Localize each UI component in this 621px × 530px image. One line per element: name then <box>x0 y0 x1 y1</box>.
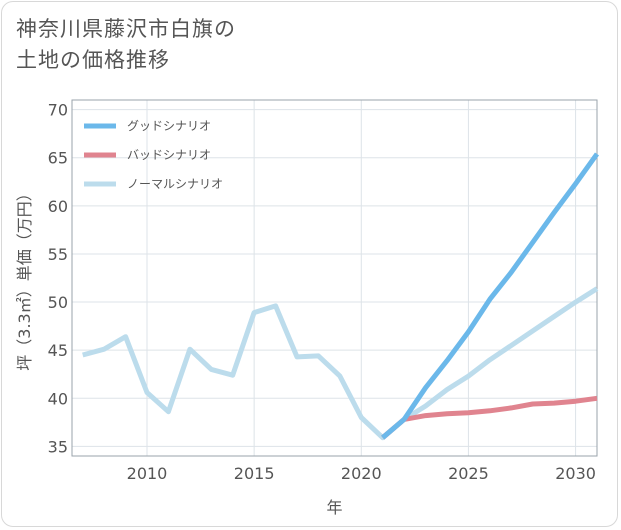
y-tick-label: 45 <box>48 341 68 360</box>
x-tick-label: 2010 <box>127 464 168 483</box>
x-tick-label: 2030 <box>555 464 596 483</box>
x-tick-label: 2015 <box>234 464 275 483</box>
x-tick-label: 2020 <box>341 464 382 483</box>
y-tick-label: 35 <box>48 437 68 456</box>
series-line-0 <box>381 152 600 440</box>
y-tick-label: 50 <box>48 293 68 312</box>
legend-label-1: バッドシナリオ <box>127 148 211 162</box>
grid <box>72 100 597 456</box>
x-axis-ticks: 2010 2015 2020 2025 2030 <box>127 464 596 483</box>
y-axis-ticks: 35 40 45 50 55 60 65 70 <box>48 101 68 457</box>
chart-title: 神奈川県藤沢市白旗の 土地の価格推移 <box>16 14 236 76</box>
y-tick-label: 65 <box>48 149 68 168</box>
legend-label-2: ノーマルシナリオ <box>127 177 223 191</box>
chart-title-line-2: 土地の価格推移 <box>16 48 170 72</box>
y-tick-label: 70 <box>48 101 68 120</box>
x-tick-label: 2025 <box>448 464 489 483</box>
chart-title-line-1: 神奈川県藤沢市白旗の <box>16 17 236 41</box>
y-tick-label: 60 <box>48 197 68 216</box>
y-tick-label: 40 <box>48 389 68 408</box>
x-axis-label: 年 <box>326 498 342 517</box>
plot-frame <box>71 99 598 457</box>
legend-label-0: グッドシナリオ <box>127 119 211 133</box>
y-tick-label: 55 <box>48 245 68 264</box>
series-line-2 <box>82 286 599 441</box>
series-line-1 <box>381 395 598 440</box>
y-axis-label: 坪（3.3㎡）単価（万円） <box>15 185 34 370</box>
series-layer <box>82 152 600 441</box>
